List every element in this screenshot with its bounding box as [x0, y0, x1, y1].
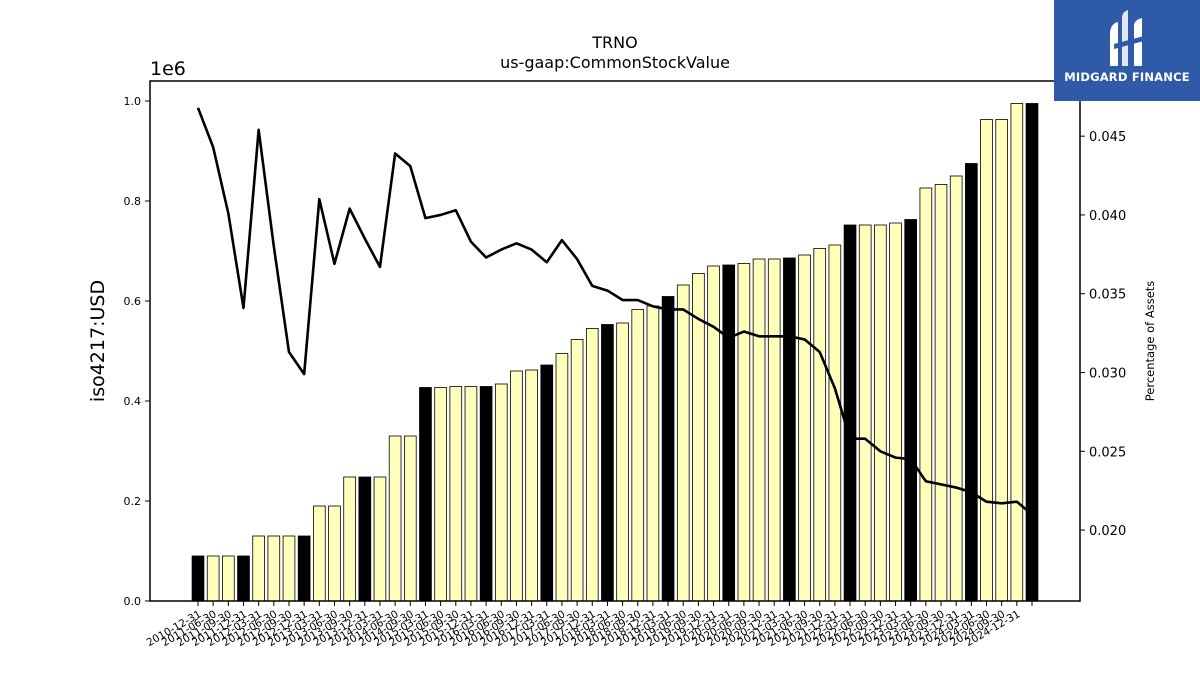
bar-2021-09-30: [828, 244, 842, 602]
bar-2017-12-31: [601, 324, 614, 602]
y-tick-label: 0.8: [124, 195, 142, 208]
bar-2012-12-31: [297, 535, 311, 602]
bar-2017-09-30: [585, 328, 599, 602]
bar-2012-03-31: [252, 535, 265, 602]
bar-2012-09-30: [282, 535, 296, 602]
bar-2015-03-31: [434, 387, 447, 602]
midgard-logo-icon: [1110, 10, 1144, 66]
bar-2022-09-30: [889, 222, 902, 602]
brand-logo: MIDGARD FINANCE: [1054, 0, 1200, 101]
bar-2024-06-30: [995, 119, 1008, 602]
bar-2020-09-30: [767, 258, 781, 602]
bar-2022-12-31: [904, 219, 918, 602]
bar-2018-09-30: [646, 305, 660, 602]
bar-2018-03-31: [616, 322, 629, 602]
bar-2010-12-31: [191, 555, 205, 602]
bar-2020-06-30: [752, 258, 766, 602]
bar-2015-06-30: [449, 386, 463, 602]
bar-2011-12-31: [237, 555, 250, 602]
bar-2013-03-31: [312, 505, 326, 602]
bar-2011-06-30: [206, 555, 220, 602]
bar-2013-12-31: [358, 476, 372, 602]
bar-2016-09-30: [525, 369, 538, 602]
y-right-tick-label: 0.040: [1089, 209, 1126, 224]
bar-2020-12-31: [783, 257, 796, 602]
y-right-tick-label: 0.030: [1089, 367, 1126, 382]
bar-2021-12-31: [843, 224, 857, 602]
bar-2014-09-30: [403, 435, 417, 602]
percentage-line: [196, 107, 1033, 516]
bar-2023-12-31: [965, 163, 978, 602]
bar-2011-09-30: [222, 555, 235, 602]
bar-2015-09-30: [464, 386, 478, 602]
bar-2019-06-30: [692, 273, 705, 602]
bar-2024-09-30: [1010, 103, 1024, 602]
bar-series: [191, 103, 1039, 602]
bar-2014-12-31: [419, 387, 432, 602]
bar-2015-12-31: [479, 386, 493, 602]
bar-2017-03-31: [555, 353, 569, 602]
bar-2019-03-31: [676, 284, 690, 602]
bar-2023-06-30: [934, 184, 948, 602]
bar-2016-06-30: [510, 370, 523, 602]
bar-2012-06-30: [267, 535, 281, 602]
y-right-tick-label: 0.045: [1089, 130, 1126, 145]
bar-2019-09-30: [707, 265, 720, 602]
bar-2017-06-30: [570, 339, 584, 602]
y-tick-label: 0.2: [124, 495, 142, 508]
bar-2022-03-31: [858, 224, 872, 602]
y-tick-label: 1.0: [124, 95, 142, 108]
bar-2014-03-31: [373, 476, 387, 602]
y-axis-offset-label: 1e6: [150, 58, 186, 80]
bar-2021-03-31: [798, 254, 811, 602]
y-tick-label: 0.6: [124, 295, 142, 308]
bar-2023-03-31: [919, 187, 933, 602]
y-tick-label: 0.4: [124, 395, 142, 408]
bar-2016-03-31: [494, 383, 508, 602]
y-right-tick-label: 0.025: [1089, 445, 1126, 460]
y-right-tick-label: 0.035: [1089, 288, 1126, 303]
y-right-tick-label: 0.020: [1089, 524, 1126, 539]
bar-2014-06-30: [388, 435, 402, 602]
bar-2021-06-30: [813, 248, 827, 602]
y-tick-label: 0.0: [124, 595, 142, 608]
y-axis-right-label: Percentage of Assets: [1143, 281, 1157, 402]
x-axis: 2010-12-312011-06-302011-09-302011-12-31…: [145, 601, 1033, 649]
plot-frame: [149, 80, 1081, 602]
y-axis-label: iso4217:USD: [87, 280, 109, 402]
chart-subtitle: us-gaap:CommonStockValue: [500, 53, 730, 72]
bar-2024-03-31: [980, 119, 993, 602]
y-axis-right: 0.020 0.025 0.030 0.035 0.040 0.045: [1080, 130, 1126, 539]
bar-2013-06-30: [328, 505, 341, 602]
bar-2024-12-31: [1025, 103, 1039, 602]
chart-title: TRNO: [591, 33, 637, 52]
bar-2020-03-31: [737, 263, 751, 602]
y-axis-left: 0.0 0.2 0.4 0.6 0.8 1.0: [124, 95, 150, 608]
bar-2018-12-31: [661, 296, 675, 602]
brand-name: MIDGARD FINANCE: [1064, 70, 1190, 84]
bar-2019-12-31: [722, 264, 736, 602]
bar-2016-12-31: [540, 364, 554, 602]
bar-2018-06-30: [631, 309, 645, 602]
bar-2022-06-30: [874, 224, 887, 602]
bar-2013-09-30: [343, 476, 356, 602]
line-series: [196, 107, 1033, 516]
bar-2023-09-30: [949, 175, 963, 602]
